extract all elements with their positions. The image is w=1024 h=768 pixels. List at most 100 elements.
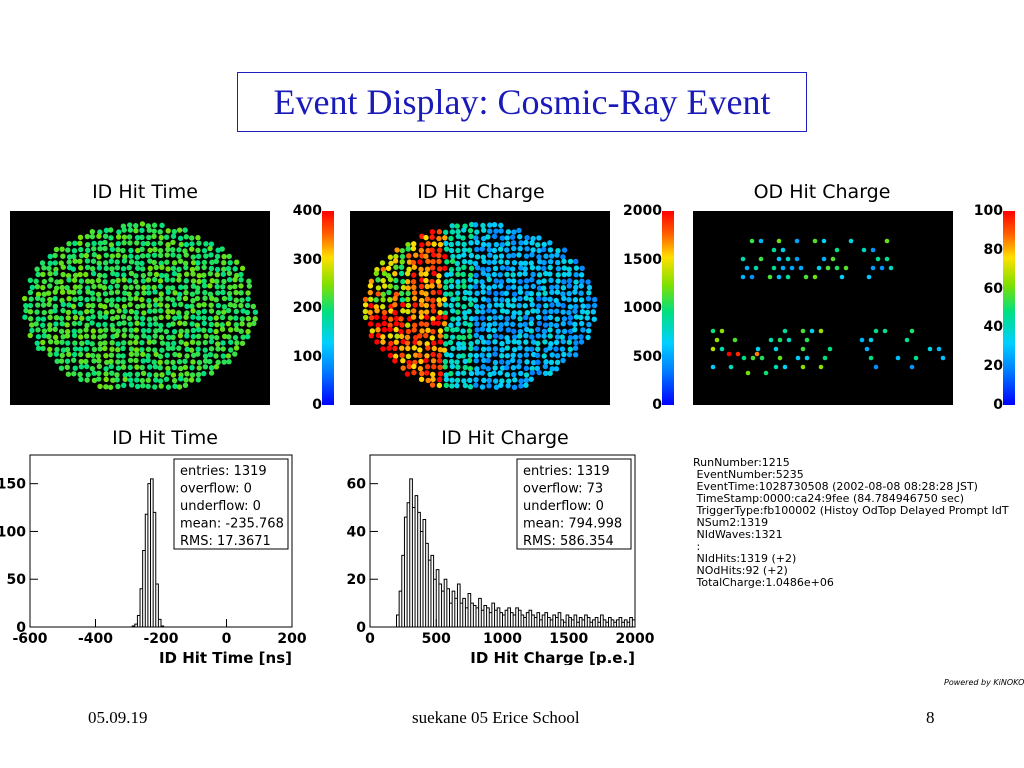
pmt-hit-dot <box>499 341 505 347</box>
pmt-hit-dot <box>486 322 493 328</box>
pmt-hit-dot <box>392 358 398 364</box>
pmt-hit-dot <box>141 310 147 316</box>
pmt-hit-dot <box>386 289 392 296</box>
pmt-hit-dot <box>153 302 159 308</box>
pmt-hit-dot <box>78 265 84 271</box>
pmt-hit-dot <box>165 228 171 234</box>
pmt-hit-dot <box>586 284 593 291</box>
pmt-hit-dot <box>96 272 103 278</box>
pmt-hit-dot <box>362 314 369 321</box>
pmt-hit-dot <box>128 259 135 265</box>
pmt-hit-dot <box>462 314 468 321</box>
pmt-hit-dot <box>40 345 46 352</box>
pmt-hit-dot <box>140 327 147 334</box>
pmt-hit-dot <box>71 332 78 339</box>
pmt-hit-dot <box>108 302 115 308</box>
pmt-hit-dot <box>399 247 406 254</box>
pmt-hit-dot <box>128 351 135 357</box>
pmt-hit-dot <box>251 320 257 327</box>
pmt-hit-dot <box>140 358 146 364</box>
pmt-hit-dot <box>225 353 232 359</box>
pmt-hit-dot <box>178 328 184 334</box>
pmt-hit-dot <box>226 270 233 277</box>
pmt-hit-dot <box>497 246 504 252</box>
pmt-hit-dot <box>140 383 146 389</box>
pmt-hit-dot <box>567 346 573 353</box>
pmt-hit-dot <box>523 365 530 372</box>
pmt-hit-dot <box>102 340 108 346</box>
pmt-hit-dot <box>567 328 574 334</box>
pmt-hit-dot <box>399 297 406 303</box>
pmt-hit-dot <box>517 234 523 240</box>
pmt-hit-dot <box>486 289 492 296</box>
pmt-hit-dot <box>505 359 511 366</box>
pmt-hit-dot <box>534 308 541 314</box>
od-hit-dot <box>866 274 872 280</box>
y-tick-label: 100 <box>0 524 26 540</box>
y-tick-label: 150 <box>0 477 26 493</box>
pmt-hit-dot <box>455 247 461 254</box>
pmt-hit-dot <box>85 352 91 359</box>
pmt-hit-dot <box>573 272 579 278</box>
pmt-hit-dot <box>499 241 506 248</box>
pmt-hit-dot <box>579 278 585 284</box>
od-hit-dot <box>821 256 827 262</box>
pmt-hit-dot <box>126 234 133 240</box>
pmt-hit-dot <box>380 339 386 345</box>
x-tick-label: 500 <box>422 631 451 647</box>
pmt-hit-dot <box>375 285 382 291</box>
pmt-hit-dot <box>109 315 116 322</box>
pmt-hit-dot <box>97 283 103 289</box>
pmt-hit-dot <box>509 234 516 240</box>
pmt-hit-dot <box>467 384 474 390</box>
od-hit-dot <box>834 265 840 271</box>
pmt-hit-dot <box>443 376 450 383</box>
pmt-hit-dot <box>479 352 485 358</box>
pmt-hit-dot <box>127 364 133 371</box>
pmt-hit-dot <box>567 320 573 326</box>
pmt-hit-dot <box>448 302 454 309</box>
pmt-hit-dot <box>542 315 549 321</box>
pmt-hit-dot <box>449 258 456 265</box>
pmt-hit-dot <box>108 227 114 233</box>
pmt-hit-dot <box>449 308 456 314</box>
od-hit-dot <box>804 355 810 361</box>
pmt-hit-dot <box>441 296 448 303</box>
pmt-hit-dot <box>498 222 504 229</box>
pmt-hit-dot <box>183 314 189 320</box>
pmt-hit-dot <box>140 253 146 259</box>
od-hit-dot <box>825 265 831 271</box>
event-info-line: : <box>693 540 701 553</box>
pmt-hit-dot <box>498 359 505 365</box>
pmt-hit-dot <box>393 277 399 284</box>
pmt-hit-dot <box>95 291 102 297</box>
pmt-hit-dot <box>524 290 531 297</box>
pmt-hit-dot <box>209 259 215 266</box>
pmt-hit-dot <box>560 338 566 345</box>
pmt-hit-dot <box>423 277 429 284</box>
pmt-hit-dot <box>425 258 431 265</box>
pmt-hit-dot <box>430 358 437 364</box>
pmt-hit-dot <box>499 297 505 303</box>
pmt-hit-dot <box>189 321 195 327</box>
pmt-hit-dot <box>78 252 85 259</box>
pmt-hit-dot <box>183 271 190 277</box>
pmt-hit-dot <box>547 247 554 253</box>
pmt-hit-dot <box>387 352 394 359</box>
pmt-hit-dot <box>442 265 448 271</box>
pmt-hit-dot <box>145 357 151 363</box>
od-hit-dot <box>710 346 716 352</box>
pmt-hit-dot <box>239 340 246 347</box>
pmt-hit-dot <box>127 296 134 302</box>
od-hit-dot <box>782 364 788 370</box>
pmt-hit-dot <box>393 320 400 327</box>
x-tick-label: 1000 <box>483 631 522 647</box>
pmt-hit-dot <box>126 315 133 321</box>
od-hit-dot <box>728 364 734 370</box>
pmt-hit-dot <box>572 334 579 340</box>
pmt-hit-dot <box>133 222 139 229</box>
pmt-hit-dot <box>486 259 492 266</box>
event-info-line: NSum2:1319 <box>693 516 769 529</box>
pmt-hit-dot <box>454 326 460 333</box>
pmt-hit-dot <box>77 240 83 246</box>
